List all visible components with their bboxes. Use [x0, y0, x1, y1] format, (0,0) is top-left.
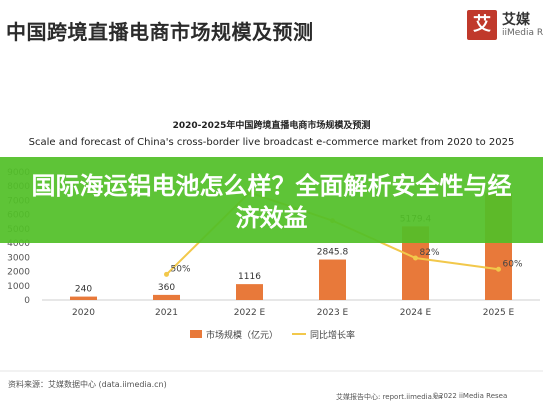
bar-2022-e — [236, 284, 263, 300]
growth-rate-point — [164, 271, 169, 277]
x-tick-label: 2024 E — [400, 308, 432, 318]
y-tick-label: 1000 — [7, 282, 30, 292]
legend-label-growth: 同比增长率 — [310, 329, 355, 341]
page-title: 中国跨境直播电商市场规模及预测 — [6, 20, 314, 44]
copyright-note: ©2022 iiMedia Resea — [432, 392, 508, 400]
x-tick-label: 2025 E — [483, 308, 515, 318]
report-center-link[interactable]: 艾媒报告中心: report.iimedia.cn — [336, 393, 443, 401]
logo-name-cn: 艾媒 — [502, 12, 530, 28]
growth-rate-point — [496, 266, 501, 272]
iimedia-logo: 艾 艾媒 iiMedia Rese — [467, 8, 543, 56]
logo-mark-icon: 艾 — [467, 10, 497, 40]
chart-subtitle: Scale and forecast of China's cross-bord… — [28, 137, 515, 148]
x-tick-label: 2023 E — [317, 308, 349, 318]
growth-rate-point — [413, 255, 418, 261]
bar-2021 — [153, 294, 180, 300]
chart-title: 2020-2025年中国跨境直播电商市场规模及预测 — [172, 121, 371, 131]
legend-swatch-bar — [190, 330, 202, 338]
bar-2023-e — [319, 259, 346, 300]
bar-data-label: 360 — [158, 283, 175, 293]
x-tick-label: 2022 E — [234, 308, 266, 318]
y-tick-label: 3000 — [7, 253, 30, 263]
bar-data-label: 1116 — [238, 272, 261, 282]
source-note: 资料来源：艾媒数据中心 (data.iimedia.cn) — [8, 380, 167, 389]
y-tick-label: 2000 — [7, 268, 30, 278]
y-tick-label: 4000 — [7, 239, 30, 249]
bar-data-label: 2845.8 — [317, 248, 349, 258]
headline-banner[interactable]: 国际海运铝电池怎么样？全面解析安全性与经济效益 — [0, 157, 543, 243]
bar-data-label: 240 — [75, 285, 92, 295]
bar-2020 — [70, 296, 97, 300]
growth-rate-label: 82% — [420, 248, 440, 258]
y-tick-label: 0 — [24, 296, 30, 306]
x-tick-label: 2021 — [155, 308, 178, 318]
banner-headline[interactable]: 国际海运铝电池怎么样？全面解析安全性与经济效益 — [31, 172, 512, 232]
growth-rate-label: 60% — [503, 259, 523, 269]
growth-rate-label: 50% — [171, 264, 191, 274]
x-tick-label: 2020 — [72, 308, 95, 318]
logo-name-en: iiMedia Rese — [502, 28, 543, 38]
top-header: 中国跨境直播电商市场规模及预测 艾 艾媒 iiMedia Rese — [0, 0, 543, 60]
legend-label-scale: 市场规模（亿元） — [206, 329, 278, 341]
